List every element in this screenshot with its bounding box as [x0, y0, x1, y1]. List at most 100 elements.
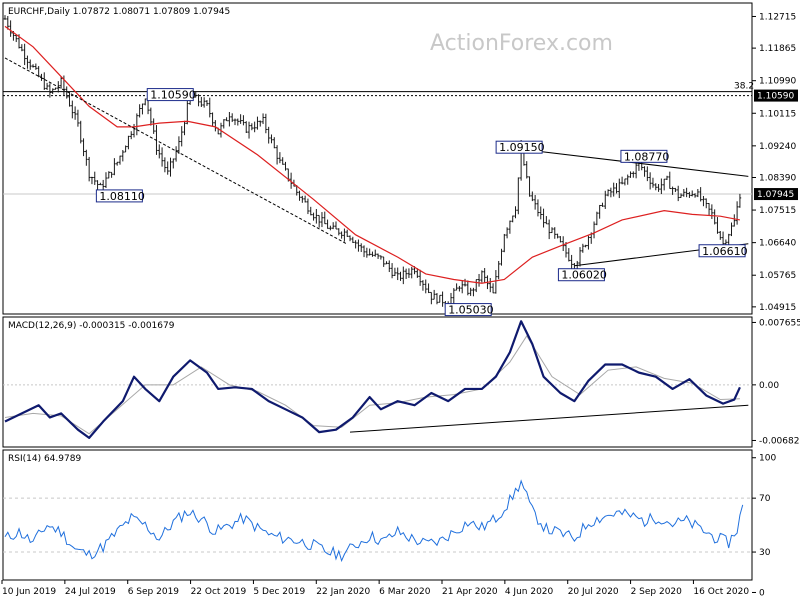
ohlc-bar: [407, 268, 411, 278]
ohlc-bar: [598, 204, 601, 219]
macd-tick-label: 0.007655: [759, 318, 800, 328]
moving-average-line: [4, 25, 741, 284]
ohlc-bar: [539, 206, 543, 220]
ohlc-bar: [197, 94, 200, 107]
ohlc-bar: [387, 260, 391, 273]
ohlc-bar: [542, 208, 545, 228]
ohlc-bar: [587, 235, 590, 250]
ohlc-bar: [379, 255, 383, 260]
price-panel-title: EURCHF,Daily 1.07872 1.08071 1.07809 1.0…: [8, 7, 230, 17]
ohlc-bar: [309, 206, 313, 216]
macd-panel-frame: [2, 316, 753, 448]
macd-panel-title: MACD(12,26,9) -0.000315 -0.001679: [8, 321, 175, 331]
ohlc-bar: [626, 174, 630, 185]
price-axis: 1.12715 1.11865 1.10990 1.10115 1.09240 1.083…: [752, 12, 798, 313]
ohlc-bar: [707, 202, 711, 216]
ohlc-bar: [135, 113, 139, 136]
ohlc-bar: [278, 152, 282, 164]
ohlc-bar: [244, 121, 248, 134]
ohlc-bar: [632, 171, 635, 178]
ohlc-bar: [674, 187, 677, 193]
ohlc-bar: [141, 103, 144, 115]
ohlc-bar: [494, 270, 498, 294]
price-tick-label: 1.04915: [759, 303, 796, 313]
ohlc-bar: [71, 100, 74, 119]
macd-axis: 0.007655 0.00 -0.006822: [752, 318, 800, 446]
ohlc-bar: [256, 116, 259, 130]
ohlc-bar: [427, 283, 430, 294]
ohlc-bar: [606, 189, 610, 197]
ohlc-bar: [508, 220, 512, 234]
ohlc-bar: [37, 66, 40, 78]
ohlc-bar: [368, 248, 371, 256]
ohlc-bar: [491, 283, 495, 294]
ohlc-bar: [404, 268, 408, 279]
ohlc-bar: [172, 158, 175, 169]
ohlc-bar: [228, 111, 231, 127]
rsi-line: [4, 479, 744, 563]
ohlc-bar: [183, 120, 186, 136]
ohlc-bar: [301, 195, 304, 203]
ohlc-bar: [272, 137, 276, 149]
ohlc-bar: [488, 278, 492, 293]
time-tick-label: 20 Jul 2020: [568, 587, 619, 597]
price-label: 1.09150: [495, 140, 545, 154]
ohlc-bar: [118, 155, 122, 165]
ohlc-bar: [104, 172, 108, 188]
ohlc-bar: [396, 267, 399, 281]
ohlc-bar: [194, 91, 198, 98]
ohlc-bar: [79, 120, 83, 144]
ohlc-bar: [348, 235, 352, 242]
ohlc-bar: [261, 113, 265, 125]
ohlc-bar: [676, 185, 680, 202]
price-label-box: [146, 88, 194, 102]
ohlc-bar: [354, 240, 357, 249]
ohlc-bar: [48, 83, 52, 98]
time-tick-label: 4 Jun 2020: [505, 587, 554, 597]
ohlc-bar: [578, 247, 582, 267]
ohlc-bar: [713, 209, 716, 225]
ohlc-bar: [233, 118, 237, 126]
rsi-levels: [3, 497, 752, 553]
ohlc-bar: [390, 263, 394, 279]
ohlc-bar: [704, 198, 708, 209]
time-tick-label: 21 Apr 2020: [442, 587, 498, 597]
ohlc-bar: [28, 59, 32, 70]
ohlc-bar: [250, 123, 254, 131]
price-tick-label: 1.10990: [759, 77, 796, 87]
ohlc-bar: [160, 147, 164, 167]
ohlc-bar: [505, 227, 509, 239]
ohlc-bar: [612, 182, 615, 197]
price-bars: [3, 15, 742, 311]
ohlc-bar: [399, 271, 402, 281]
price-label-box: [620, 149, 668, 163]
ohlc-bar: [718, 231, 722, 240]
ohlc-bar: [101, 179, 105, 192]
time-tick-label: 22 Oct 2019: [191, 587, 247, 597]
rsi-tick-label: 70: [759, 494, 771, 504]
ohlc-bar: [359, 243, 363, 253]
price-tick-label: 1.08390: [759, 173, 796, 183]
ohlc-bar: [152, 118, 155, 134]
ohlc-bar: [547, 219, 551, 240]
ohlc-bar: [603, 190, 607, 209]
ohlc-bar: [317, 214, 321, 228]
ohlc-bar: [34, 63, 38, 70]
fib-price-tag-text: 1.10590: [757, 92, 794, 102]
ohlc-bar: [432, 289, 436, 300]
ohlc-bar: [730, 222, 733, 237]
price-label-box: [557, 268, 605, 282]
ohlc-bar: [127, 135, 130, 150]
rsi-panel-title: RSI(14) 64.9789: [8, 454, 81, 464]
ohlc-bar: [23, 43, 26, 66]
ohlc-bar: [646, 166, 649, 182]
ohlc-bar: [528, 176, 531, 197]
ohlc-bar: [113, 158, 116, 176]
ohlc-bar: [430, 291, 433, 305]
ohlc-bar: [536, 199, 540, 217]
ohlc-bar: [559, 236, 562, 243]
ohlc-bar: [511, 215, 515, 223]
ohlc-bar: [382, 256, 385, 267]
ohlc-bar: [174, 146, 178, 162]
ohlc-bar: [82, 138, 85, 157]
